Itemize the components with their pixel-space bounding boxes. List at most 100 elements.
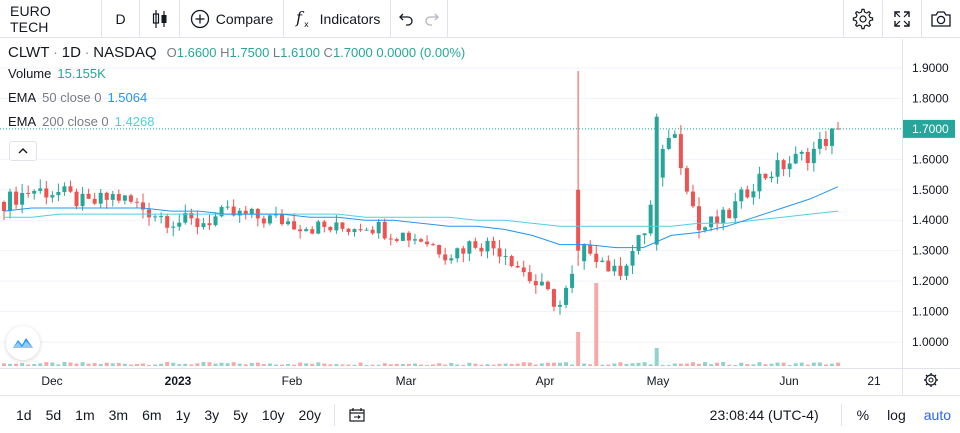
volume-bar <box>715 362 720 366</box>
range-button-3m[interactable]: 3m <box>108 406 129 423</box>
range-button-1m[interactable]: 1m <box>75 406 95 423</box>
settings-button[interactable] <box>844 0 882 38</box>
candle-body <box>26 192 31 194</box>
interval-button[interactable]: D <box>115 10 126 27</box>
price-chart[interactable]: 1.9000 1.8000 1.7000 1.6000 1.5000 1.4000 1.30… <box>0 39 960 395</box>
volume-bar <box>775 362 780 366</box>
candle-body <box>346 228 351 232</box>
volume-bar <box>171 362 176 366</box>
volume-bar <box>292 364 297 366</box>
volume-bar <box>340 364 345 366</box>
range-button-5y[interactable]: 5y <box>233 406 248 423</box>
candle-body <box>134 201 139 203</box>
price-tick-label: 1.0000 <box>912 335 949 349</box>
legend-collapse-button[interactable] <box>9 141 37 161</box>
auto-scale-toggle[interactable]: auto <box>923 407 951 423</box>
legend-exchange: NASDAQ <box>93 44 157 61</box>
volume-bar <box>400 364 405 366</box>
volume-bar <box>690 362 695 366</box>
price-tick-label: 1.8000 <box>912 91 949 105</box>
volume-bar <box>74 363 79 366</box>
symbol-search-button[interactable]: EURO TECH <box>10 2 51 35</box>
volume-bar <box>443 364 448 366</box>
time-axis[interactable]: Dec 2023 Feb Mar Apr May Jun 21 <box>0 368 960 389</box>
tradingview-logo-button[interactable] <box>6 326 40 360</box>
time-tick-label: Feb <box>282 374 303 388</box>
candle-body <box>147 209 152 218</box>
candle-body <box>141 202 145 210</box>
low-label: L <box>272 45 281 60</box>
range-button-10y[interactable]: 10y <box>261 406 285 423</box>
chart-style-button[interactable] <box>140 0 179 38</box>
candle-body <box>823 139 828 146</box>
volume-bar <box>406 363 411 366</box>
volume-bar <box>225 363 230 366</box>
volume-bar <box>817 362 822 366</box>
legend-volume-row[interactable]: Volume 15.155K <box>8 66 465 90</box>
range-button-1d[interactable]: 1d <box>16 406 32 423</box>
candle-body <box>630 250 635 266</box>
volume-bar <box>576 332 581 366</box>
candle-body <box>292 221 297 230</box>
price-axis[interactable]: 1.9000 1.8000 1.7000 1.6000 1.5000 1.4000 1.30… <box>902 39 956 395</box>
candle-body <box>473 241 478 248</box>
percent-scale-toggle[interactable]: % <box>856 407 870 423</box>
volume-bar <box>564 362 569 366</box>
volume-bar <box>50 362 55 366</box>
candle-body <box>340 222 345 229</box>
candle-body <box>159 216 164 218</box>
volume-bar <box>521 362 526 366</box>
candle-body <box>249 208 254 215</box>
compare-button[interactable]: Compare <box>180 0 283 38</box>
volume-bar <box>793 363 798 366</box>
price-tick-label: 1.3000 <box>912 244 949 258</box>
volume-bar <box>177 364 182 366</box>
clock-readout[interactable]: 23:08:44 (UTC-4) <box>709 407 819 423</box>
redo-button[interactable] <box>419 0 447 38</box>
volume-bar <box>8 363 13 366</box>
time-tick-label: May <box>647 374 670 388</box>
candle-body <box>280 214 284 225</box>
candle-body <box>437 244 442 255</box>
toolbar-divider <box>390 0 391 38</box>
range-button-20y[interactable]: 20y <box>298 406 322 423</box>
volume-bar <box>751 364 756 366</box>
volume-bar <box>44 362 49 366</box>
volume-bar <box>624 363 629 366</box>
fullscreen-button[interactable] <box>883 0 921 38</box>
volume-bar <box>32 364 37 366</box>
volume-bar <box>237 363 242 366</box>
legend-ema200-row[interactable]: EMA 200 close 0 1.4268 <box>8 114 465 138</box>
candle-body <box>618 265 623 276</box>
price-tick-label: 1.1000 <box>912 305 949 319</box>
svg-text:f: f <box>295 8 305 27</box>
log-scale-toggle[interactable]: log <box>887 407 906 423</box>
candle-body <box>316 221 321 234</box>
time-tick-label: Dec <box>41 374 62 388</box>
volume-bar <box>527 362 532 366</box>
axis-settings-icon[interactable] <box>924 373 938 387</box>
screenshot-button[interactable] <box>922 0 960 38</box>
undo-button[interactable] <box>391 0 419 38</box>
indicators-button[interactable]: f x Indicators <box>284 0 390 38</box>
volume-bar <box>684 363 689 366</box>
candle-body <box>177 222 182 227</box>
toolbar-divider <box>843 0 844 38</box>
candle-body <box>558 304 562 307</box>
legend-ema50-row[interactable]: EMA 50 close 0 1.5064 <box>8 90 465 114</box>
volume-bar <box>298 362 303 366</box>
candle-body <box>183 212 188 223</box>
ema50-value: 1.5064 <box>107 90 148 105</box>
volume-bar <box>709 364 714 366</box>
candle-body <box>400 232 405 241</box>
candle-body <box>539 281 544 286</box>
range-button-1y[interactable]: 1y <box>175 406 191 423</box>
range-button-6m[interactable]: 6m <box>142 406 162 423</box>
date-range-button[interactable] <box>341 396 373 433</box>
ema50-name: EMA <box>8 90 37 105</box>
volume-bar <box>666 364 671 366</box>
close-label: C <box>323 45 333 60</box>
legend-symbol[interactable]: CLWT <box>8 44 50 61</box>
range-button-3y[interactable]: 3y <box>204 406 220 423</box>
range-button-5d[interactable]: 5d <box>45 406 62 423</box>
